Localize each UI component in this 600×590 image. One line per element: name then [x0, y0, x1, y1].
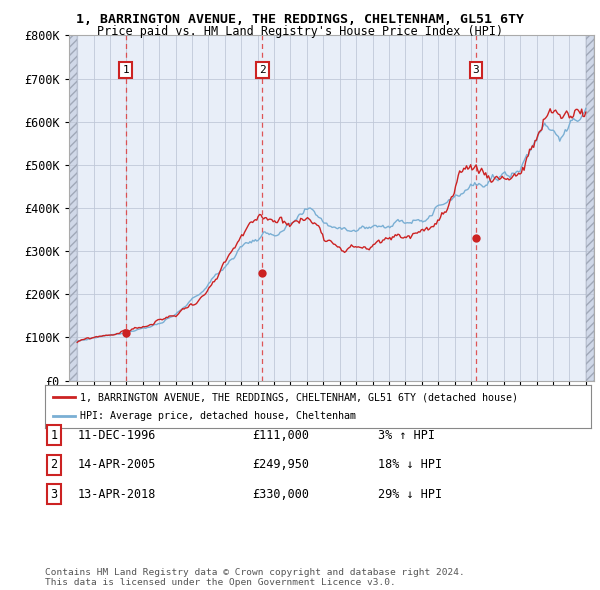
Bar [586, 35, 594, 381]
Text: 14-APR-2005: 14-APR-2005 [78, 458, 157, 471]
Text: 29% ↓ HPI: 29% ↓ HPI [378, 488, 442, 501]
Text: 3: 3 [472, 65, 479, 75]
Text: 11-DEC-1996: 11-DEC-1996 [78, 429, 157, 442]
Text: 1, BARRINGTON AVENUE, THE REDDINGS, CHELTENHAM, GL51 6TY (detached house): 1, BARRINGTON AVENUE, THE REDDINGS, CHEL… [80, 392, 518, 402]
Bar [69, 35, 77, 381]
Text: £249,950: £249,950 [252, 458, 309, 471]
Text: £111,000: £111,000 [252, 429, 309, 442]
Text: Contains HM Land Registry data © Crown copyright and database right 2024.
This d: Contains HM Land Registry data © Crown c… [45, 568, 465, 587]
Text: 3: 3 [50, 488, 58, 501]
Text: 1: 1 [122, 65, 129, 75]
Text: 18% ↓ HPI: 18% ↓ HPI [378, 458, 442, 471]
Text: HPI: Average price, detached house, Cheltenham: HPI: Average price, detached house, Chel… [80, 411, 356, 421]
Text: 2: 2 [259, 65, 266, 75]
Text: £330,000: £330,000 [252, 488, 309, 501]
Text: 3% ↑ HPI: 3% ↑ HPI [378, 429, 435, 442]
Text: Price paid vs. HM Land Registry's House Price Index (HPI): Price paid vs. HM Land Registry's House … [97, 25, 503, 38]
Text: 13-APR-2018: 13-APR-2018 [78, 488, 157, 501]
Text: 2: 2 [50, 458, 58, 471]
Bar [586, 35, 594, 381]
Text: 1, BARRINGTON AVENUE, THE REDDINGS, CHELTENHAM, GL51 6TY: 1, BARRINGTON AVENUE, THE REDDINGS, CHEL… [76, 13, 524, 26]
Bar [69, 35, 77, 381]
Text: 1: 1 [50, 429, 58, 442]
